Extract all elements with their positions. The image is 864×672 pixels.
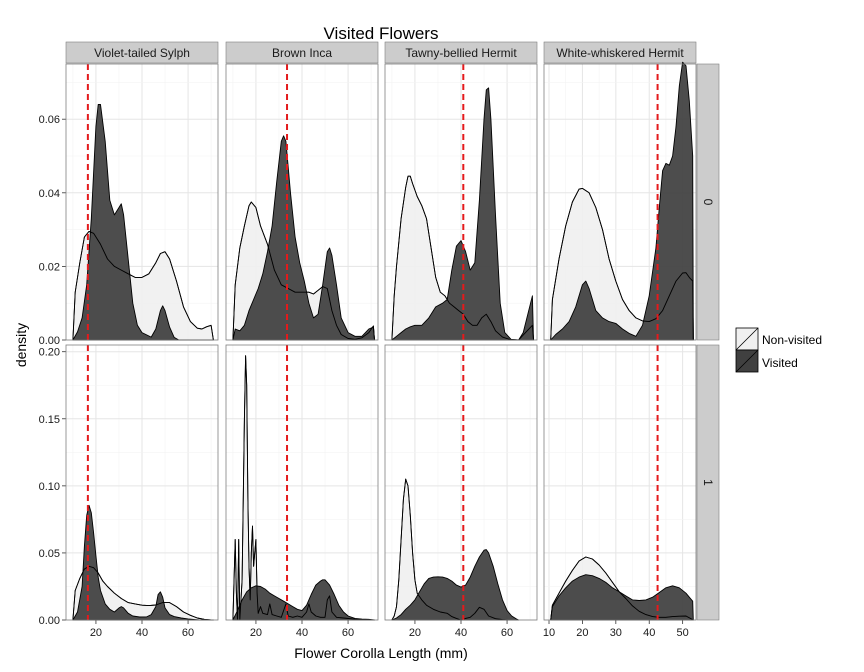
x-tick-label-col-2-0: 20 <box>409 627 421 639</box>
x-tick-label-col-3-3: 40 <box>643 627 655 639</box>
y-tick-label-row-0-1: 0.02 <box>39 261 60 273</box>
density-visited <box>72 504 201 621</box>
y-tick-label-row-1-4: 0.20 <box>39 347 60 359</box>
strip-label-col-0: Violet-tailed Sylph <box>94 46 190 60</box>
panel-border <box>65 344 219 621</box>
density-nonvisited-outline <box>391 478 508 621</box>
x-tick-label-col-3-2: 30 <box>610 627 622 639</box>
panel-0-2 <box>384 63 538 341</box>
strip-label-row-1: 1 <box>701 479 715 486</box>
strip-row-1 <box>696 344 720 621</box>
x-tick-label-col-2-2: 60 <box>501 627 513 639</box>
density-visited <box>72 104 180 341</box>
y-tick-label-row-1-3: 0.15 <box>39 414 60 426</box>
strip-col-3 <box>543 41 697 64</box>
panel-background <box>544 345 696 620</box>
y-tick-label-row-0-3: 0.06 <box>39 114 60 126</box>
panel-1-2 <box>384 344 538 621</box>
x-tick-label-col-3-1: 20 <box>576 627 588 639</box>
panels: Violet-tailed Sylph Brown Inca Tawny-belli… <box>39 41 720 639</box>
panel-1-0 <box>65 344 219 621</box>
strip-label-row-0: 0 <box>701 199 715 206</box>
y-tick-label-row-1-1: 0.05 <box>39 548 60 560</box>
panel-border <box>384 63 538 341</box>
y-tick-label-row-0-2: 0.04 <box>39 188 60 200</box>
x-tick-label-col-1-2: 60 <box>342 627 354 639</box>
legend-label-visited: Visited <box>762 356 798 370</box>
legend-label-nonvisited: Non-visited <box>762 333 822 347</box>
density-nonvisited-outline <box>72 565 214 621</box>
density-nonvisited-outline <box>232 355 375 621</box>
density-nonvisited-outline <box>72 230 214 341</box>
x-tick-label-col-1-1: 40 <box>296 627 308 639</box>
density-nonvisited-outline <box>391 175 534 341</box>
y-axis-title: density <box>13 323 29 367</box>
strip-col-0 <box>65 41 219 64</box>
chart-title: Visited Flowers <box>324 24 439 43</box>
x-tick-label-col-0-2: 60 <box>182 627 194 639</box>
x-tick-label-col-3-4: 50 <box>677 627 689 639</box>
panel-border <box>543 63 697 341</box>
panel-border <box>225 344 379 621</box>
strip-row-0 <box>696 63 720 341</box>
strip-label-col-1: Brown Inca <box>272 46 332 60</box>
panel-border <box>384 344 538 621</box>
density-nonvisited-outline <box>550 556 694 621</box>
panel-0-0 <box>65 63 219 341</box>
x-tick-label-col-2-1: 40 <box>455 627 467 639</box>
density-visited <box>232 135 375 341</box>
panel-border <box>543 344 697 621</box>
y-tick-label-row-1-2: 0.10 <box>39 481 60 493</box>
panel-1-3 <box>543 344 697 621</box>
legend-key-visited-slash <box>735 349 759 373</box>
legend: Non-visited Visited <box>735 327 822 373</box>
panel-border <box>225 63 379 341</box>
strip-label-col-3: White-whiskered Hermit <box>556 46 684 60</box>
strip-col-1 <box>225 41 379 64</box>
panel-0-3 <box>543 61 697 341</box>
panel-0-1 <box>225 63 379 341</box>
x-tick-label-col-0-0: 20 <box>90 627 102 639</box>
x-tick-label-col-3-0: 10 <box>543 627 555 639</box>
x-axis-title: Flower Corolla Length (mm) <box>294 645 468 661</box>
density-nonvisited-outline <box>550 187 694 341</box>
density-visited <box>550 61 694 341</box>
x-tick-label-col-0-1: 40 <box>136 627 148 639</box>
density-nonvisited-outline <box>232 201 375 341</box>
panel-1-1 <box>225 344 379 621</box>
strip-label-col-2: Tawny-bellied Hermit <box>405 46 517 60</box>
legend-key-nonvisited-slash <box>735 327 759 351</box>
y-tick-label-row-1-0: 0.00 <box>39 615 60 627</box>
x-tick-label-col-1-0: 20 <box>250 627 262 639</box>
strip-col-2 <box>384 41 538 64</box>
panel-border <box>65 63 219 341</box>
y-tick-label-row-0-0: 0.00 <box>39 335 60 347</box>
